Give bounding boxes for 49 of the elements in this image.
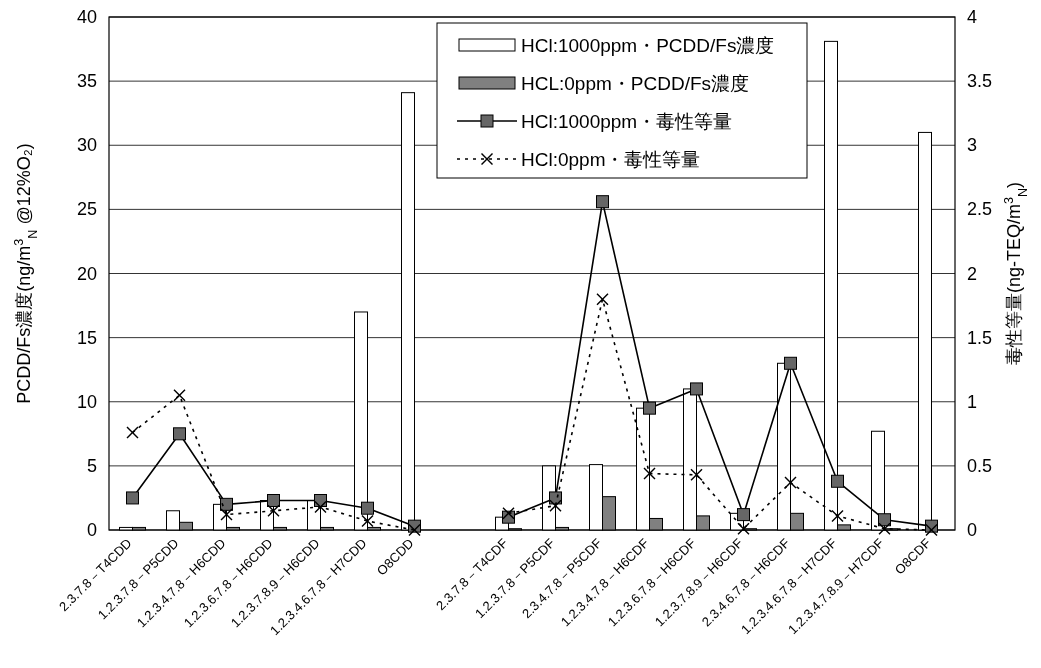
point	[831, 509, 844, 522]
y2-tick-label: 1.5	[967, 327, 993, 348]
point	[361, 501, 374, 515]
legend-label: HCl:0ppm・毒性等量	[521, 149, 701, 170]
point	[784, 356, 797, 370]
point	[690, 382, 703, 396]
y-tick-label: 0	[86, 520, 97, 540]
y-tick-label: 10	[76, 391, 97, 412]
point	[643, 467, 656, 480]
point	[737, 522, 750, 535]
y2-tick-label: 2.5	[967, 199, 993, 220]
point	[878, 522, 891, 535]
legend-label: HCl:1000ppm・PCDD/Fs濃度	[521, 35, 775, 56]
point	[173, 427, 186, 441]
y2-tick-label: 0	[967, 520, 978, 540]
point	[173, 389, 186, 402]
y2-tick-label: 1	[967, 391, 978, 412]
y2-tick-label: 4	[967, 7, 978, 27]
point	[831, 474, 844, 488]
y-tick-label: 30	[76, 135, 97, 156]
point	[408, 524, 421, 536]
y2-tick-label: 3.5	[967, 71, 993, 92]
y2-tick-label: 0.5	[967, 455, 993, 476]
point	[549, 499, 562, 512]
y-tick-label: 35	[76, 71, 97, 92]
point	[690, 468, 703, 481]
y-tick-label: 15	[76, 327, 97, 348]
point	[643, 401, 656, 415]
y2-tick-label: 3	[967, 135, 978, 156]
point	[596, 293, 609, 306]
legend-label: HCl:1000ppm・毒性等量	[521, 111, 733, 132]
y-tick-label: 25	[76, 199, 97, 220]
y-tick-label: 40	[76, 7, 97, 27]
point	[925, 524, 938, 536]
y-tick-label: 5	[86, 455, 97, 476]
point	[737, 508, 750, 522]
point	[784, 476, 797, 489]
y-tick-label: 20	[76, 263, 97, 284]
point	[361, 515, 374, 528]
point	[878, 513, 891, 527]
point	[596, 195, 609, 209]
point	[220, 497, 233, 511]
point	[314, 500, 327, 513]
point	[267, 494, 280, 507]
point	[502, 507, 515, 520]
point	[126, 491, 139, 505]
legend-label: HCL:0ppm・PCDD/Fs濃度	[521, 73, 750, 94]
y2-tick-label: 2	[967, 263, 978, 284]
point	[126, 426, 139, 439]
